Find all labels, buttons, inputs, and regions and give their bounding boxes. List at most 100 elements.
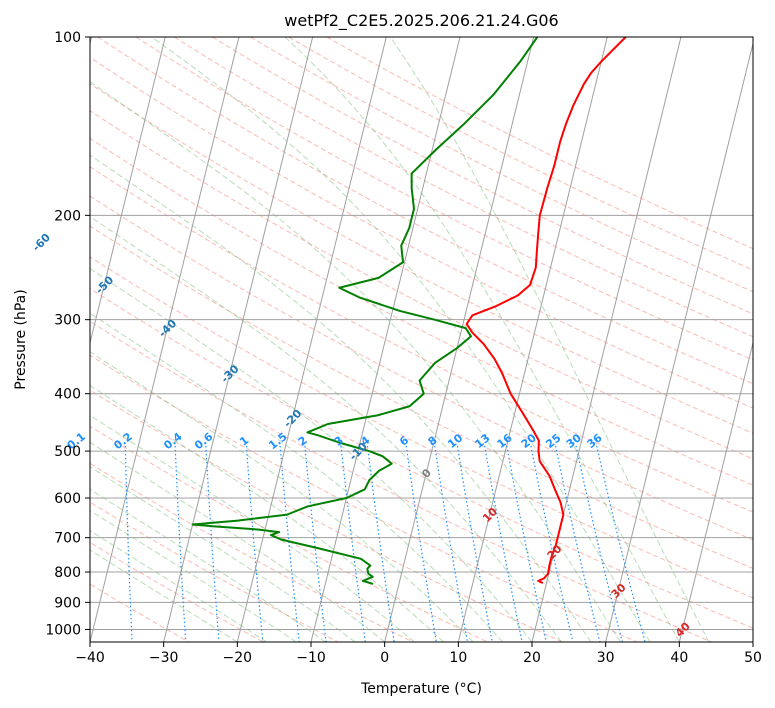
mixing-ratio-label: 1.5: [266, 430, 289, 452]
x-tick-label: −20: [223, 650, 253, 666]
dry-adiabat-line: [90, 541, 264, 642]
y-tick-label: 900: [54, 595, 81, 611]
moist-adiabat-line: [90, 509, 297, 642]
mixing-ratio-line: [124, 445, 133, 642]
x-tick-label: −10: [296, 650, 326, 666]
background-lines: [90, 37, 753, 642]
dry-adiabat-line: [90, 256, 753, 599]
mixing-ratio-line: [456, 445, 493, 642]
x-tick-label: 10: [449, 650, 467, 666]
x-tick-label: 40: [670, 650, 688, 666]
dry-adiabat-line: [135, 37, 753, 361]
dewpoint-profile-line: [191, 37, 539, 585]
isotherm-line: [90, 37, 240, 642]
mixing-ratio-label: 0.4: [161, 430, 185, 452]
moist-adiabat-line: [90, 414, 415, 642]
moist-adiabat-line: [284, 37, 680, 642]
axis-ticks: −40 −30 −20 −10 0 10 20 30 40 5010020030040050060…: [45, 30, 762, 666]
mixing-ratio-label: 0.6: [192, 430, 216, 452]
isotherm-label: 20: [545, 542, 565, 562]
isotherm-label: -60: [30, 231, 53, 254]
dry-adiabat-line: [90, 83, 753, 434]
isotherm-line: [310, 37, 461, 642]
dry-adiabat-line: [90, 110, 753, 460]
dry-adiabat-line: [90, 56, 753, 409]
moist-adiabat-line: [90, 384, 444, 642]
x-tick-label: −40: [75, 650, 105, 666]
mixing-ratio-line: [245, 445, 264, 642]
isotherm-line: [163, 37, 314, 642]
moist-adiabat-line: [90, 81, 621, 642]
y-tick-label: 700: [54, 531, 81, 547]
moist-adiabat-line: [151, 37, 651, 642]
mixing-ratio-label: 8: [426, 434, 440, 449]
dry-adiabat-line: [90, 320, 712, 642]
y-tick-label: 300: [54, 313, 81, 329]
x-tick-label: 20: [523, 650, 541, 666]
moist-adiabat-line: [90, 154, 592, 642]
mixing-ratio-line: [304, 445, 327, 642]
x-tick-label: 50: [744, 650, 762, 666]
x-tick-label: 30: [597, 650, 615, 666]
mixing-ratio-line: [366, 445, 395, 642]
mixing-ratio-line: [484, 445, 523, 642]
mixing-ratio-line: [340, 445, 366, 642]
moist-adiabat-line: [90, 549, 238, 642]
moist-adiabat-line: [90, 215, 562, 642]
y-tick-label: 800: [54, 565, 81, 581]
dry-adiabat-line: [90, 501, 339, 642]
dry-adiabat-line: [90, 354, 638, 642]
y-tick-label: 600: [54, 491, 81, 507]
isotherm-line: [384, 37, 535, 642]
dry-adiabat-line: [97, 37, 753, 385]
moist-adiabat-line: [389, 37, 710, 642]
isotherm-line: [90, 37, 166, 345]
isotherm-label: -30: [218, 362, 241, 385]
mixing-ratio-line: [596, 445, 646, 642]
y-axis-label: Pressure (hPa): [13, 289, 29, 389]
isotherm-label: 40: [673, 620, 693, 640]
mixing-ratio-line: [506, 445, 547, 642]
mixing-ratio-line: [405, 445, 438, 642]
moist-adiabat-line: [90, 267, 533, 642]
moist-adiabat-line: [90, 488, 327, 642]
mixing-ratio-line: [575, 445, 623, 642]
x-tick-label: −30: [149, 650, 179, 666]
y-tick-label: 500: [54, 444, 81, 460]
y-tick-label: 200: [54, 208, 81, 224]
isotherm-line: [457, 37, 608, 642]
dry-adiabat-line: [173, 37, 753, 338]
y-tick-label: 100: [54, 30, 81, 46]
plot-frame: [89, 36, 754, 643]
isotherm-label: -20: [281, 407, 304, 430]
dry-adiabat-line: [288, 37, 753, 271]
mixing-ratio-label: 13: [473, 431, 493, 451]
mixing-ratio-label: 10: [445, 431, 465, 451]
isotherm-line: [678, 340, 753, 642]
y-tick-label: 400: [54, 387, 81, 403]
dry-adiabat-line: [90, 288, 753, 629]
mixing-ratio-label: 16: [495, 431, 515, 451]
dry-adiabat-line: [90, 195, 753, 541]
moist-adiabat-line: [90, 351, 474, 642]
isotherm-label: 0: [419, 466, 434, 481]
mixing-ratio-line: [554, 445, 601, 642]
mixing-ratio-line: [434, 445, 469, 642]
mixing-ratio-line: [174, 445, 187, 642]
mixing-ratio-label: 1: [237, 434, 251, 449]
mixing-ratio-label: 2: [296, 434, 310, 449]
mixing-ratio-label: 6: [397, 433, 411, 448]
mixing-ratio-line: [279, 445, 300, 642]
dry-adiabat-line: [90, 137, 753, 486]
isotherm-line: [752, 639, 753, 642]
isotherm-line: [605, 41, 753, 642]
y-tick-label: 1000: [45, 622, 81, 638]
dry-adiabat-line: [90, 462, 414, 642]
mixing-ratio-label: 36: [585, 431, 605, 451]
mixing-ratio-label: 0.2: [111, 430, 134, 452]
moist-adiabat-line: [90, 441, 385, 642]
x-axis-label: Temperature (°C): [360, 681, 482, 697]
isotherm-line: [236, 37, 387, 642]
mixing-ratio-line: [205, 445, 220, 642]
